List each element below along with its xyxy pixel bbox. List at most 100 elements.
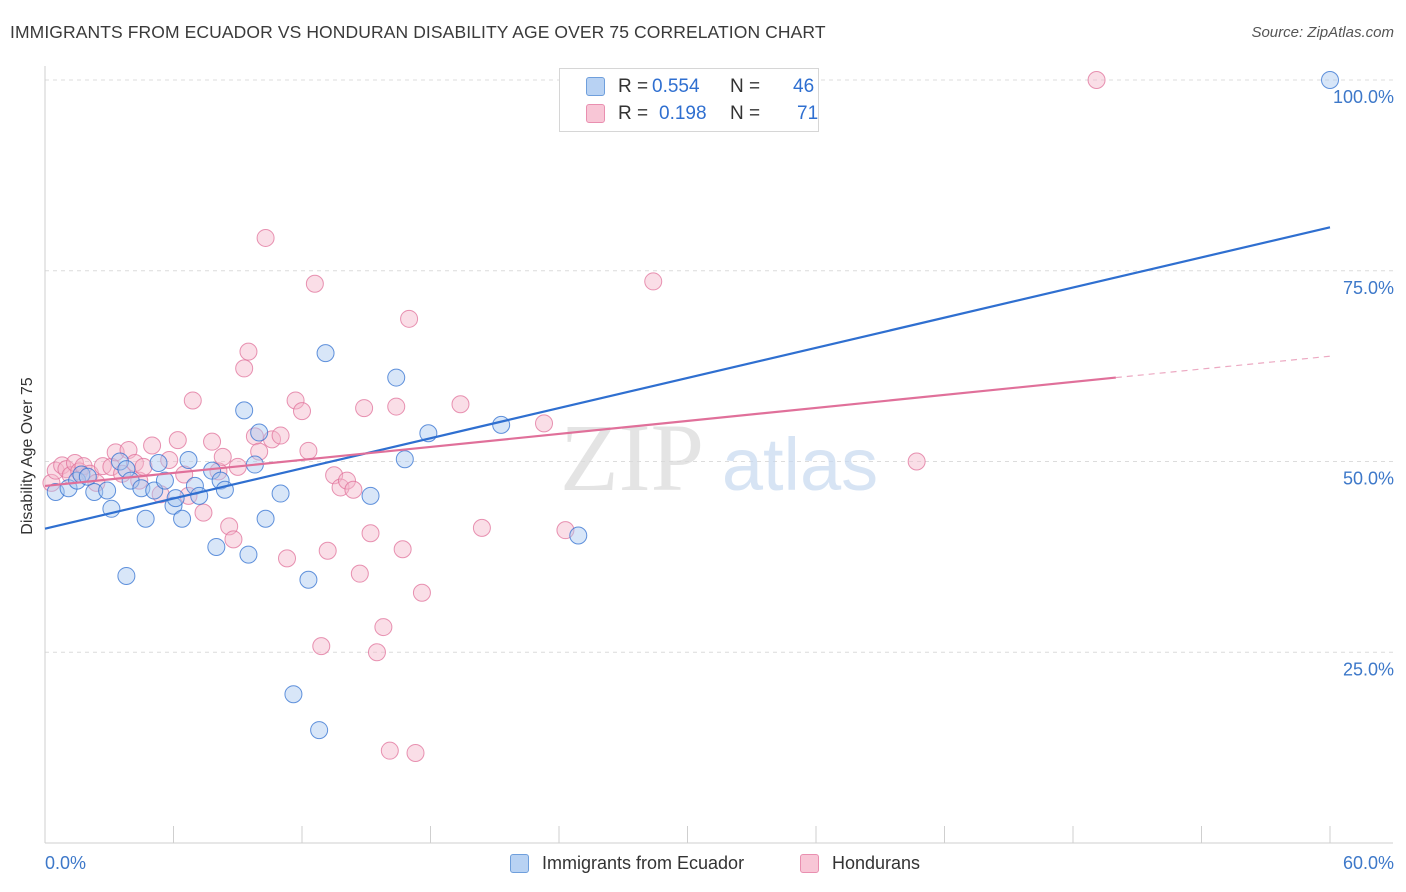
data-point-hondurans <box>271 426 290 445</box>
data-point-hondurans <box>235 359 254 378</box>
data-point-ecuador <box>256 509 275 528</box>
data-point-hondurans <box>412 583 431 602</box>
data-point-ecuador <box>250 423 269 442</box>
data-point-hondurans <box>278 549 297 568</box>
tick-labels: 25.0% 50.0% 75.0% 100.0% 0.0% 60.0% <box>45 87 1394 873</box>
data-point-ecuador <box>117 566 136 585</box>
y-tick-label: 50.0% <box>1343 469 1394 489</box>
data-point-ecuador <box>492 415 511 434</box>
data-point-ecuador <box>361 486 380 505</box>
x-tick-label: 60.0% <box>1343 853 1394 873</box>
data-point-ecuador <box>215 480 234 499</box>
data-point-ecuador <box>110 452 129 471</box>
data-point-ecuador <box>310 721 329 740</box>
data-point-hondurans <box>361 524 380 543</box>
data-point-hondurans <box>380 741 399 760</box>
data-point-hondurans <box>393 540 412 559</box>
data-point-hondurans <box>907 452 926 471</box>
legend-n-value: 46 <box>793 76 815 97</box>
bottom-legend-swatch-pink <box>800 854 819 873</box>
data-point-hondurans <box>42 473 61 492</box>
y-tick-label: 25.0% <box>1343 659 1394 679</box>
x-tick-label: 0.0% <box>45 853 86 873</box>
data-point-hondurans <box>1087 71 1106 89</box>
legend-n-label: N = <box>730 103 761 124</box>
legend-n-value: 71 <box>797 103 819 124</box>
y-tick-label: 100.0% <box>1333 87 1394 107</box>
data-point-hondurans <box>183 391 202 410</box>
data-point-ecuador <box>235 401 254 420</box>
legend-swatch-blue <box>586 77 605 96</box>
data-point-hondurans <box>102 457 121 476</box>
series-ecuador-points <box>46 71 1339 740</box>
data-point-ecuador <box>149 454 168 473</box>
axes <box>44 66 1393 844</box>
data-point-ecuador <box>271 484 290 503</box>
data-point-ecuador <box>179 450 198 469</box>
trend-line-hondurans <box>44 376 1116 488</box>
legend-r-value: 0.198 <box>659 103 707 124</box>
bottom-legend-label: Hondurans <box>832 853 921 873</box>
data-point-hondurans <box>160 450 179 469</box>
data-point-hondurans <box>175 465 194 484</box>
grid-lines <box>45 79 1393 653</box>
data-point-ecuador <box>284 685 303 704</box>
data-point-hondurans <box>535 414 554 433</box>
data-point-hondurans <box>286 391 305 410</box>
legend-n-label: N = <box>730 76 761 97</box>
source-credit: Source: ZipAtlas.com <box>1251 24 1394 41</box>
data-point-ecuador <box>316 344 335 363</box>
legend-r-value: 0.554 <box>652 76 700 97</box>
data-point-hondurans <box>367 643 386 662</box>
y-axis-label: Disability Age Over 75 <box>19 377 36 535</box>
watermark-atlas: atlas <box>722 423 878 506</box>
correlation-legend: R = 0.554 N = 46 R = 0.198 N = 71 <box>559 68 819 132</box>
data-point-hondurans <box>387 397 406 416</box>
data-point-ecuador <box>155 471 174 490</box>
data-point-ecuador <box>207 537 226 556</box>
data-point-ecuador <box>98 481 117 500</box>
data-point-ecuador <box>239 545 258 564</box>
data-point-ecuador <box>190 486 209 505</box>
data-point-hondurans <box>406 743 425 762</box>
data-point-ecuador <box>569 526 588 545</box>
trend-line-hondurans-extension <box>1115 355 1331 379</box>
data-point-hondurans <box>374 618 393 637</box>
bottom-legend-swatch-blue <box>510 854 529 873</box>
data-point-ecuador <box>173 509 192 528</box>
data-point-hondurans <box>203 432 222 451</box>
data-point-hondurans <box>355 399 374 418</box>
data-point-hondurans <box>134 457 153 476</box>
data-point-hondurans <box>318 541 337 560</box>
data-point-ecuador <box>395 450 414 469</box>
data-point-ecuador <box>299 570 318 589</box>
data-point-hondurans <box>168 431 187 450</box>
data-point-ecuador <box>85 483 104 502</box>
data-point-hondurans <box>644 272 663 291</box>
data-point-hondurans <box>337 471 356 490</box>
data-point-hondurans <box>312 637 331 656</box>
data-point-hondurans <box>143 436 162 455</box>
trend-line-ecuador <box>44 226 1331 530</box>
data-point-hondurans <box>344 480 363 499</box>
data-point-ecuador <box>136 509 155 528</box>
data-point-hondurans <box>305 274 324 293</box>
bottom-legend-label: Immigrants from Ecuador <box>542 853 745 873</box>
data-point-hondurans <box>213 447 232 466</box>
data-point-hondurans <box>194 503 213 522</box>
data-point-hondurans <box>400 309 419 328</box>
data-point-hondurans <box>224 530 243 549</box>
data-point-hondurans <box>472 518 491 537</box>
data-point-hondurans <box>256 228 275 247</box>
data-point-ecuador <box>1321 71 1339 89</box>
data-point-hondurans <box>293 402 311 421</box>
watermark-zip: ZIP <box>560 404 704 511</box>
data-point-hondurans <box>350 564 369 583</box>
data-point-ecuador <box>164 496 183 515</box>
data-point-hondurans <box>451 395 470 414</box>
trend-lines <box>44 226 1331 530</box>
legend-swatch-pink <box>586 104 605 123</box>
data-point-hondurans <box>239 342 258 361</box>
chart-title: IMMIGRANTS FROM ECUADOR VS HONDURAN DISA… <box>10 22 826 42</box>
